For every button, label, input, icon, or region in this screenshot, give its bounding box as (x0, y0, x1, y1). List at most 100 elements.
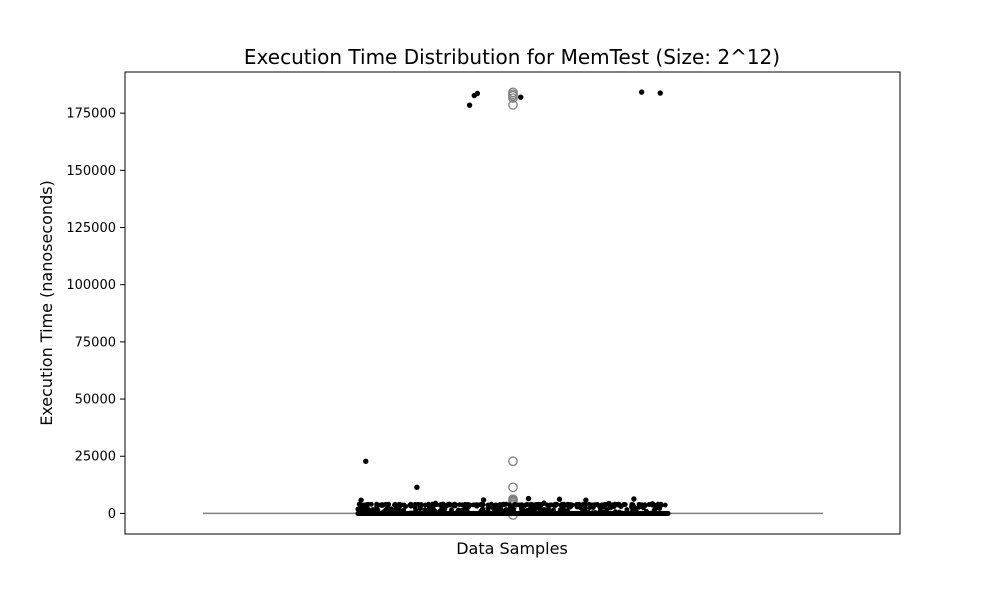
data-point (492, 510, 498, 516)
data-point (559, 509, 565, 515)
y-tick-label: 175000 (66, 107, 116, 122)
data-point (597, 508, 603, 514)
y-axis: 0 25000 50000 75000 100000 125000 150000 175000 (66, 107, 125, 522)
data-point (359, 508, 365, 514)
data-point (527, 510, 533, 516)
y-tick-label: 50000 (75, 393, 116, 408)
data-point (466, 502, 471, 508)
data-point (585, 509, 591, 515)
data-point (440, 501, 446, 507)
data-point (610, 502, 616, 508)
data-point (457, 502, 463, 508)
plot-area: 0 25000 50000 75000 100000 125000 150000 175000 (66, 71, 901, 535)
data-point (509, 506, 515, 512)
data-point (601, 502, 606, 508)
data-point (379, 502, 385, 507)
data-point (559, 501, 565, 507)
data-point (535, 502, 541, 508)
data-point (470, 502, 476, 508)
data-point (453, 502, 459, 508)
data-point (478, 508, 484, 514)
data-point (407, 502, 413, 508)
data-point (383, 506, 389, 512)
data-point (583, 501, 588, 507)
data-point (665, 510, 671, 517)
data-point (606, 500, 612, 507)
chart-title: Execution Time Distribution for MemTest … (244, 45, 780, 69)
data-point (394, 502, 399, 508)
y-axis-label: Execution Time (nanoseconds) (37, 180, 56, 426)
data-point (531, 502, 537, 508)
data-point (586, 501, 592, 507)
data-point (546, 506, 552, 512)
data-point (499, 508, 505, 514)
plot-frame (124, 71, 901, 535)
data-point (569, 502, 575, 508)
data-point (657, 90, 663, 96)
data-point (364, 506, 370, 512)
data-point (432, 500, 439, 507)
boxplot-outlier (508, 100, 518, 110)
x-axis-label: Data Samples (456, 539, 568, 558)
data-point (575, 502, 581, 507)
data-point (523, 510, 529, 516)
data-point (503, 501, 509, 507)
data-point (480, 497, 487, 503)
data-point (358, 497, 364, 503)
data-point (566, 501, 572, 507)
data-point (524, 502, 530, 508)
data-point (634, 509, 640, 515)
data-point (430, 506, 436, 512)
data-point (638, 89, 645, 95)
data-point (385, 502, 391, 508)
data-point (556, 496, 563, 502)
data-point (422, 502, 428, 508)
y-tick-label: 0 (108, 507, 116, 522)
data-point (374, 501, 379, 507)
data-point (387, 506, 393, 512)
data-point (363, 458, 369, 464)
data-point (418, 502, 424, 507)
data-point (547, 502, 553, 508)
data-point (355, 506, 361, 512)
data-point (399, 502, 404, 508)
data-point (460, 502, 466, 508)
data-point (422, 507, 428, 513)
data-point (580, 507, 586, 513)
y-tick-label: 125000 (66, 221, 116, 236)
data-point (454, 509, 460, 515)
data-point (507, 510, 513, 516)
data-point (540, 509, 546, 515)
data-point (485, 508, 491, 514)
data-point (629, 502, 635, 507)
data-point (649, 501, 656, 507)
data-point (643, 508, 649, 514)
data-point (518, 94, 524, 100)
data-point (631, 496, 637, 502)
data-point (612, 509, 618, 515)
data-point (474, 90, 481, 97)
y-tick-label: 25000 (75, 450, 116, 465)
data-point (525, 495, 532, 502)
data-point (478, 502, 484, 508)
data-point (414, 484, 420, 491)
data-point (407, 510, 413, 516)
data-point (401, 507, 407, 513)
data-point (583, 497, 589, 503)
y-tick-label: 75000 (75, 335, 116, 350)
data-point (458, 507, 464, 513)
data-point (412, 501, 418, 507)
y-tick-label: 100000 (66, 278, 116, 293)
data-point (513, 502, 519, 508)
data-point (363, 502, 369, 508)
data-point (550, 507, 556, 513)
data-point (554, 502, 560, 507)
data-point (466, 102, 473, 108)
data-point (492, 502, 498, 508)
data-points (355, 89, 671, 517)
data-point (428, 502, 434, 508)
data-point (624, 507, 630, 513)
data-point (615, 502, 621, 508)
data-point (448, 507, 454, 513)
